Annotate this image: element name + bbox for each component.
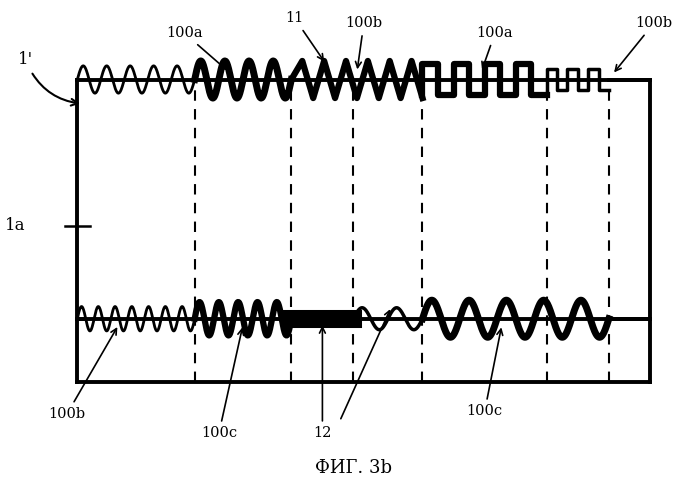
Text: 100b: 100b	[345, 16, 382, 68]
Text: 11: 11	[286, 11, 323, 60]
Text: ФИГ. 3b: ФИГ. 3b	[315, 459, 392, 477]
Text: 100c: 100c	[467, 329, 503, 418]
Text: 1a: 1a	[5, 218, 26, 235]
Text: 12: 12	[313, 327, 332, 440]
Text: 1': 1'	[18, 52, 78, 106]
Text: 100c: 100c	[201, 329, 244, 440]
Text: 100a: 100a	[166, 26, 225, 69]
Text: 100b: 100b	[615, 16, 672, 71]
Text: 100a: 100a	[477, 26, 513, 68]
Text: 100b: 100b	[48, 328, 116, 421]
